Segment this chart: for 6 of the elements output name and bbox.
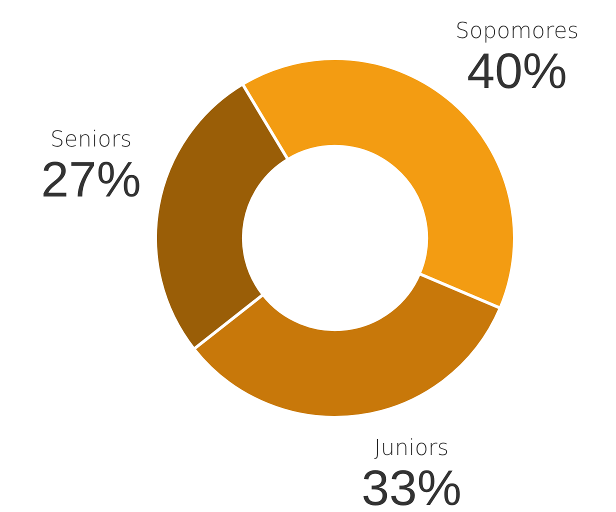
data-label: 27% [40,152,142,208]
slice-label: Sopomores [455,18,579,44]
data-label: 40% [467,42,568,99]
data-label: 33% [361,460,462,512]
slice-label: Juniors [374,436,449,461]
slice-label: Seniors [50,128,132,153]
